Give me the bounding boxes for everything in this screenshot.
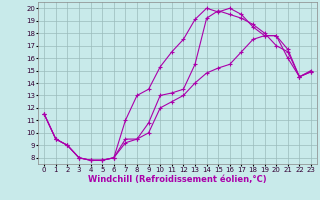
X-axis label: Windchill (Refroidissement éolien,°C): Windchill (Refroidissement éolien,°C) [88,175,267,184]
